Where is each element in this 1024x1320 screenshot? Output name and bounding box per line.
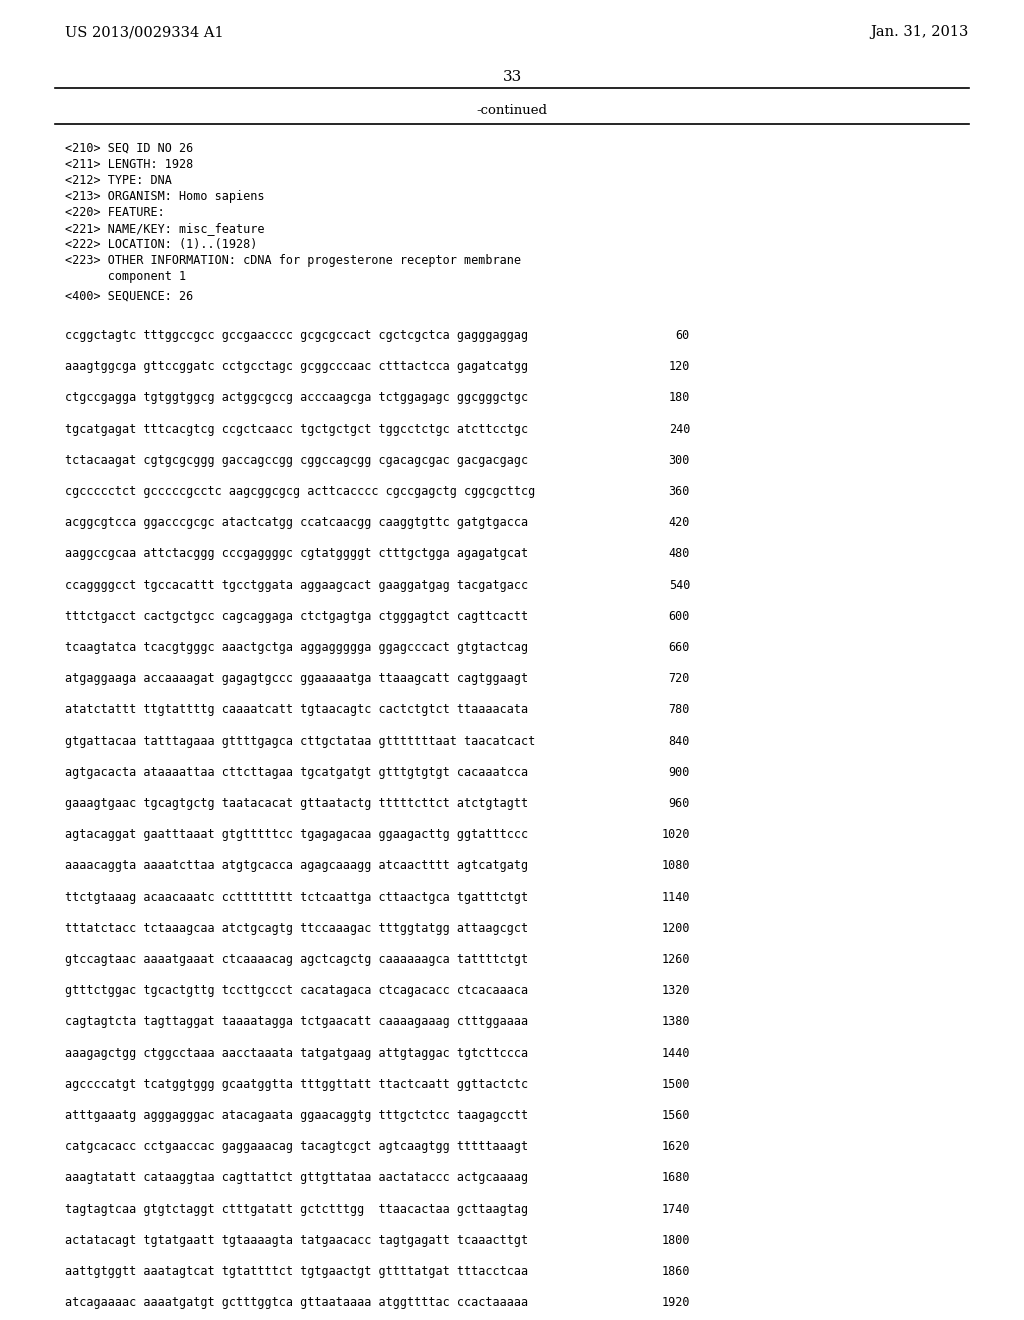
Text: aaggccgcaa attctacggg cccgaggggc cgtatggggt ctttgctgga agagatgcat: aaggccgcaa attctacggg cccgaggggc cgtatgg… xyxy=(65,548,528,561)
Text: 780: 780 xyxy=(669,704,690,717)
Text: cgccccctct gcccccgcctc aagcggcgcg acttcacccc cgccgagctg cggcgcttcg: cgccccctct gcccccgcctc aagcggcgcg acttca… xyxy=(65,484,536,498)
Text: 1020: 1020 xyxy=(662,828,690,841)
Text: catgcacacc cctgaaccac gaggaaacag tacagtcgct agtcaagtgg tttttaaagt: catgcacacc cctgaaccac gaggaaacag tacagtc… xyxy=(65,1140,528,1154)
Text: 1560: 1560 xyxy=(662,1109,690,1122)
Text: 1860: 1860 xyxy=(662,1265,690,1278)
Text: actatacagt tgtatgaatt tgtaaaagta tatgaacacc tagtgagatt tcaaacttgt: actatacagt tgtatgaatt tgtaaaagta tatgaac… xyxy=(65,1234,528,1247)
Text: -continued: -continued xyxy=(476,104,548,117)
Text: <213> ORGANISM: Homo sapiens: <213> ORGANISM: Homo sapiens xyxy=(65,190,264,203)
Text: <400> SEQUENCE: 26: <400> SEQUENCE: 26 xyxy=(65,290,194,304)
Text: 420: 420 xyxy=(669,516,690,529)
Text: atcagaaaac aaaatgatgt gctttggtca gttaataaaa atggttttac ccactaaaaa: atcagaaaac aaaatgatgt gctttggtca gttaata… xyxy=(65,1296,528,1309)
Text: 840: 840 xyxy=(669,735,690,747)
Text: ccggctagtc tttggccgcc gccgaacccc gcgcgccact cgctcgctca gagggaggag: ccggctagtc tttggccgcc gccgaacccc gcgcgcc… xyxy=(65,329,528,342)
Text: 1500: 1500 xyxy=(662,1078,690,1090)
Text: 480: 480 xyxy=(669,548,690,561)
Text: tcaagtatca tcacgtgggc aaactgctga aggaggggga ggagcccact gtgtactcag: tcaagtatca tcacgtgggc aaactgctga aggaggg… xyxy=(65,642,528,653)
Text: 240: 240 xyxy=(669,422,690,436)
Text: ttctgtaaag acaacaaatc cctttttttt tctcaattga cttaactgca tgatttctgt: ttctgtaaag acaacaaatc cctttttttt tctcaat… xyxy=(65,891,528,904)
Text: 1440: 1440 xyxy=(662,1047,690,1060)
Text: agtacaggat gaatttaaat gtgtttttcc tgagagacaa ggaagacttg ggtatttccc: agtacaggat gaatttaaat gtgtttttcc tgagaga… xyxy=(65,828,528,841)
Text: 360: 360 xyxy=(669,484,690,498)
Text: atttgaaatg agggagggac atacagaata ggaacaggtg tttgctctcc taagagcctt: atttgaaatg agggagggac atacagaata ggaacag… xyxy=(65,1109,528,1122)
Text: 660: 660 xyxy=(669,642,690,653)
Text: gtccagtaac aaaatgaaat ctcaaaacag agctcagctg caaaaaagca tattttctgt: gtccagtaac aaaatgaaat ctcaaaacag agctcag… xyxy=(65,953,528,966)
Text: <211> LENGTH: 1928: <211> LENGTH: 1928 xyxy=(65,158,194,172)
Text: <212> TYPE: DNA: <212> TYPE: DNA xyxy=(65,174,172,187)
Text: Jan. 31, 2013: Jan. 31, 2013 xyxy=(870,25,969,40)
Text: <223> OTHER INFORMATION: cDNA for progesterone receptor membrane: <223> OTHER INFORMATION: cDNA for proges… xyxy=(65,253,521,267)
Text: 960: 960 xyxy=(669,797,690,810)
Text: 1320: 1320 xyxy=(662,985,690,997)
Text: aaagagctgg ctggcctaaa aacctaaata tatgatgaag attgtaggac tgtcttccca: aaagagctgg ctggcctaaa aacctaaata tatgatg… xyxy=(65,1047,528,1060)
Text: ctgccgagga tgtggtggcg actggcgccg acccaagcga tctggagagc ggcgggctgc: ctgccgagga tgtggtggcg actggcgccg acccaag… xyxy=(65,392,528,404)
Text: <210> SEQ ID NO 26: <210> SEQ ID NO 26 xyxy=(65,143,194,154)
Text: gtttctggac tgcactgttg tccttgccct cacatagaca ctcagacacc ctcacaaaca: gtttctggac tgcactgttg tccttgccct cacatag… xyxy=(65,985,528,997)
Text: agtgacacta ataaaattaa cttcttagaa tgcatgatgt gtttgtgtgt cacaaatcca: agtgacacta ataaaattaa cttcttagaa tgcatga… xyxy=(65,766,528,779)
Text: 120: 120 xyxy=(669,360,690,374)
Text: <220> FEATURE:: <220> FEATURE: xyxy=(65,206,165,219)
Text: tagtagtcaa gtgtctaggt ctttgatatt gctctttgg  ttaacactaa gcttaagtag: tagtagtcaa gtgtctaggt ctttgatatt gctcttt… xyxy=(65,1203,528,1216)
Text: aaagtatatt cataaggtaa cagttattct gttgttataa aactataccc actgcaaaag: aaagtatatt cataaggtaa cagttattct gttgtta… xyxy=(65,1171,528,1184)
Text: 540: 540 xyxy=(669,578,690,591)
Text: component 1: component 1 xyxy=(65,271,186,282)
Text: US 2013/0029334 A1: US 2013/0029334 A1 xyxy=(65,25,223,40)
Text: cagtagtcta tagttaggat taaaatagga tctgaacatt caaaagaaag ctttggaaaa: cagtagtcta tagttaggat taaaatagga tctgaac… xyxy=(65,1015,528,1028)
Text: <222> LOCATION: (1)..(1928): <222> LOCATION: (1)..(1928) xyxy=(65,238,257,251)
Text: agccccatgt tcatggtggg gcaatggtta tttggttatt ttactcaatt ggttactctc: agccccatgt tcatggtggg gcaatggtta tttggtt… xyxy=(65,1078,528,1090)
Text: tctacaagat cgtgcgcggg gaccagccgg cggccagcgg cgacagcgac gacgacgagc: tctacaagat cgtgcgcggg gaccagccgg cggccag… xyxy=(65,454,528,467)
Text: 1800: 1800 xyxy=(662,1234,690,1247)
Text: 1260: 1260 xyxy=(662,953,690,966)
Text: 180: 180 xyxy=(669,392,690,404)
Text: tttctgacct cactgctgcc cagcaggaga ctctgagtga ctgggagtct cagttcactt: tttctgacct cactgctgcc cagcaggaga ctctgag… xyxy=(65,610,528,623)
Text: gaaagtgaac tgcagtgctg taatacacat gttaatactg tttttcttct atctgtagtt: gaaagtgaac tgcagtgctg taatacacat gttaata… xyxy=(65,797,528,810)
Text: 1200: 1200 xyxy=(662,921,690,935)
Text: 1620: 1620 xyxy=(662,1140,690,1154)
Text: 60: 60 xyxy=(676,329,690,342)
Text: aaagtggcga gttccggatc cctgcctagc gcggcccaac ctttactcca gagatcatgg: aaagtggcga gttccggatc cctgcctagc gcggccc… xyxy=(65,360,528,374)
Text: atatctattt ttgtattttg caaaatcatt tgtaacagtc cactctgtct ttaaaacata: atatctattt ttgtattttg caaaatcatt tgtaaca… xyxy=(65,704,528,717)
Text: ccaggggcct tgccacattt tgcctggata aggaagcact gaaggatgag tacgatgacc: ccaggggcct tgccacattt tgcctggata aggaagc… xyxy=(65,578,528,591)
Text: gtgattacaa tatttagaaa gttttgagca cttgctataa gtttttttaat taacatcact: gtgattacaa tatttagaaa gttttgagca cttgcta… xyxy=(65,735,536,747)
Text: aattgtggtt aaatagtcat tgtattttct tgtgaactgt gttttatgat tttacctcaa: aattgtggtt aaatagtcat tgtattttct tgtgaac… xyxy=(65,1265,528,1278)
Text: 900: 900 xyxy=(669,766,690,779)
Text: aaaacaggta aaaatcttaa atgtgcacca agagcaaagg atcaactttt agtcatgatg: aaaacaggta aaaatcttaa atgtgcacca agagcaa… xyxy=(65,859,528,873)
Text: 600: 600 xyxy=(669,610,690,623)
Text: 1680: 1680 xyxy=(662,1171,690,1184)
Text: acggcgtcca ggacccgcgc atactcatgg ccatcaacgg caaggtgttc gatgtgacca: acggcgtcca ggacccgcgc atactcatgg ccatcaa… xyxy=(65,516,528,529)
Text: tttatctacc tctaaagcaa atctgcagtg ttccaaagac tttggtatgg attaagcgct: tttatctacc tctaaagcaa atctgcagtg ttccaaa… xyxy=(65,921,528,935)
Text: 300: 300 xyxy=(669,454,690,467)
Text: 1380: 1380 xyxy=(662,1015,690,1028)
Text: atgaggaaga accaaaagat gagagtgccc ggaaaaatga ttaaagcatt cagtggaagt: atgaggaaga accaaaagat gagagtgccc ggaaaaa… xyxy=(65,672,528,685)
Text: 1140: 1140 xyxy=(662,891,690,904)
Text: 720: 720 xyxy=(669,672,690,685)
Text: <221> NAME/KEY: misc_feature: <221> NAME/KEY: misc_feature xyxy=(65,222,264,235)
Text: 33: 33 xyxy=(503,70,521,84)
Text: 1920: 1920 xyxy=(662,1296,690,1309)
Text: 1740: 1740 xyxy=(662,1203,690,1216)
Text: 1080: 1080 xyxy=(662,859,690,873)
Text: tgcatgagat tttcacgtcg ccgctcaacc tgctgctgct tggcctctgc atcttcctgc: tgcatgagat tttcacgtcg ccgctcaacc tgctgct… xyxy=(65,422,528,436)
